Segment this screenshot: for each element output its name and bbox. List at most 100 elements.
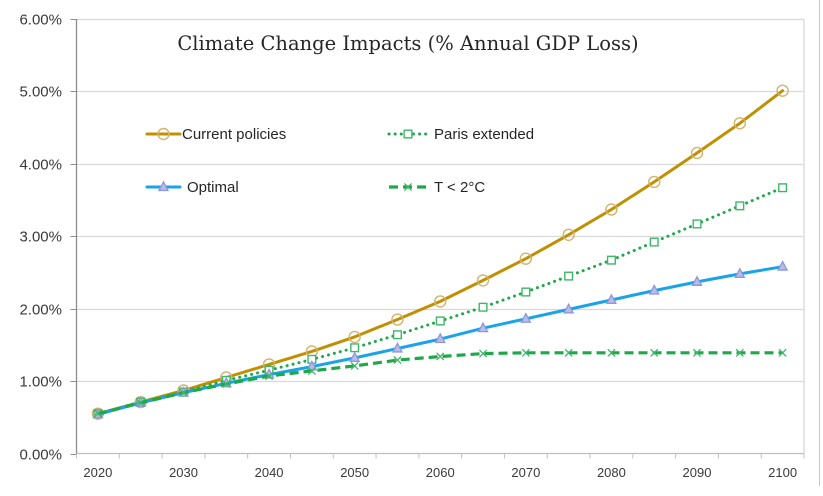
series	[91, 84, 789, 420]
data-point-x	[403, 182, 413, 192]
data-point-square	[606, 255, 616, 265]
data-point-circle	[648, 175, 661, 189]
data-point-triangle	[349, 351, 361, 362]
data-point-circle	[776, 84, 789, 97]
x-stroke	[521, 348, 530, 357]
x-stroke	[607, 348, 616, 357]
data-point-x	[607, 348, 616, 357]
x-tick-label: 2090	[683, 465, 712, 480]
data-point-x	[436, 352, 445, 361]
data-point-square	[778, 183, 788, 193]
data-point-triangle	[734, 267, 746, 278]
data-point-circle	[157, 127, 170, 141]
data-point-circle	[733, 117, 747, 130]
data-point-x	[307, 366, 316, 376]
data-point-square	[692, 219, 702, 229]
chart-title: Climate Change Impacts (% Annual GDP Los…	[177, 32, 638, 55]
data-point-triangle	[605, 293, 618, 305]
legend-label: Paris extended	[434, 126, 534, 143]
data-point-x	[350, 361, 359, 370]
data-point-circle	[605, 203, 618, 216]
chart-outer-border	[819, 0, 820, 486]
y-tick-label: 5.00%	[19, 84, 62, 101]
data-point-triangle	[477, 321, 489, 333]
data-point-circle	[519, 252, 533, 265]
series-line-t-2-c	[97, 351, 783, 416]
data-point-x	[265, 371, 274, 381]
legend-item-current-policies: Current policies	[145, 126, 286, 143]
x-tick-label: 2060	[426, 465, 455, 480]
x-stroke	[93, 409, 102, 418]
x-stroke	[735, 348, 744, 357]
data-point-square	[392, 330, 402, 340]
data-point-triangle	[691, 275, 703, 286]
data-point-x	[778, 348, 787, 357]
data-point-circle	[476, 274, 490, 287]
data-point-square	[403, 129, 413, 139]
data-point-x	[521, 348, 530, 357]
series-optimal	[92, 260, 789, 419]
legend: Current policies Paris extended Optimal T <…	[145, 126, 534, 196]
x-tick-label: 2070	[511, 465, 540, 480]
series-t-2-c	[93, 348, 787, 418]
x-stroke	[478, 349, 488, 358]
x-stroke	[307, 366, 316, 376]
legend-label: Optimal	[187, 179, 239, 196]
gridlines	[76, 18, 805, 454]
x-tick-label: 2030	[169, 465, 198, 480]
x-tick-label: 2050	[340, 465, 369, 480]
series-line-current-policies	[96, 89, 785, 416]
x-stroke	[393, 356, 402, 365]
legend-item-optimal: Optimal	[145, 179, 239, 196]
data-point-circle	[562, 228, 575, 242]
data-point-x	[692, 348, 702, 357]
x-stroke	[778, 348, 787, 357]
data-point-circle	[348, 330, 361, 344]
y-tick-label: 2.00%	[19, 302, 62, 319]
x-stroke	[222, 379, 231, 389]
x-stroke	[403, 182, 413, 192]
legend-label: T < 2°C	[434, 179, 485, 196]
x-stroke	[650, 348, 659, 357]
data-point-square	[564, 271, 574, 281]
data-point-circle	[690, 146, 704, 160]
x-tick-label: 2040	[255, 465, 284, 480]
data-point-triangle	[520, 312, 532, 323]
data-point-x	[179, 388, 188, 397]
y-tick-label: 4.00%	[19, 157, 62, 174]
legend-item-t-2-c: T < 2°C	[389, 179, 485, 196]
axes	[70, 19, 805, 459]
y-tick-label: 6.00%	[19, 12, 62, 29]
data-point-x	[136, 398, 145, 407]
data-point-square	[478, 302, 488, 312]
x-tick-label: 2100	[768, 465, 797, 480]
data-point-circle	[434, 295, 447, 308]
x-stroke	[436, 352, 445, 361]
data-point-x	[222, 379, 231, 389]
data-point-triangle	[391, 341, 404, 353]
y-axis-tick-labels: 0.00% 1.00% 2.00% 3.00% 4.00% 5.00% 6.00%	[19, 12, 62, 464]
x-stroke	[692, 348, 702, 357]
x-stroke	[564, 348, 573, 357]
data-point-triangle	[563, 302, 575, 314]
x-axis-tick-labels: 2020 2030 2040 2050 2060 2070 2080 2090 2100	[83, 465, 797, 480]
y-tick-label: 1.00%	[19, 374, 62, 391]
legend-item-paris-extended: Paris extended	[387, 126, 534, 143]
x-stroke	[265, 371, 274, 381]
x-stroke	[350, 361, 359, 370]
data-point-x	[650, 348, 659, 357]
data-point-x	[393, 356, 402, 365]
data-point-triangle	[648, 284, 660, 295]
x-stroke	[136, 398, 145, 407]
data-point-triangle	[157, 180, 170, 192]
data-point-square	[350, 343, 360, 353]
data-point-square	[435, 316, 445, 326]
data-point-triangle	[434, 332, 446, 344]
x-tick-label: 2080	[597, 465, 626, 480]
data-point-square	[521, 287, 531, 297]
data-point-triangle	[777, 260, 789, 271]
data-point-square	[649, 237, 659, 247]
data-point-x	[93, 409, 102, 418]
y-tick-label: 3.00%	[19, 229, 62, 246]
